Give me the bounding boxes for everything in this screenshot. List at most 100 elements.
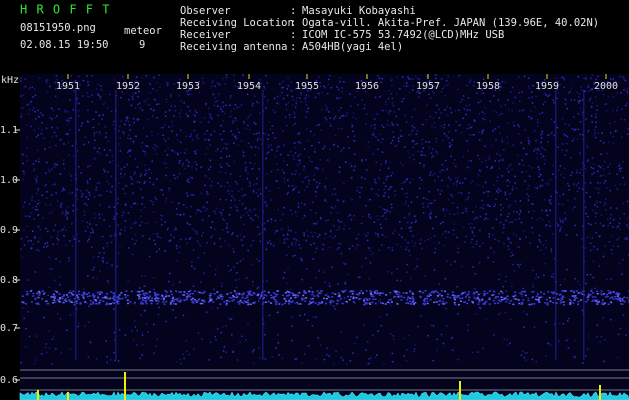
noise <box>29 108 31 111</box>
noise <box>140 314 142 316</box>
noise <box>377 233 379 236</box>
noise <box>546 224 548 226</box>
noise <box>33 129 35 131</box>
noise <box>310 89 312 91</box>
noise <box>185 113 187 115</box>
noise <box>256 101 258 103</box>
noise <box>301 202 303 204</box>
noise <box>292 124 294 127</box>
noise <box>186 192 188 194</box>
noise <box>599 201 601 203</box>
carrier-band <box>164 290 167 292</box>
noise <box>257 80 260 83</box>
noise <box>499 273 501 276</box>
noise <box>336 199 339 201</box>
noise <box>340 356 343 359</box>
noise <box>309 286 312 289</box>
noise <box>238 131 240 134</box>
noise <box>153 109 156 111</box>
carrier-band <box>563 290 566 293</box>
carrier-band <box>256 293 259 296</box>
noise <box>601 89 604 91</box>
noise <box>397 140 400 142</box>
noise <box>217 105 219 107</box>
noise <box>320 217 322 219</box>
noise <box>511 285 513 287</box>
noise <box>486 190 488 193</box>
noise <box>251 168 254 170</box>
noise <box>406 192 408 194</box>
noise <box>413 348 416 350</box>
noise <box>341 87 343 89</box>
noise <box>313 134 316 136</box>
noise <box>152 211 155 213</box>
noise <box>574 356 576 359</box>
carrier-band <box>270 294 273 296</box>
carrier-band <box>299 303 302 305</box>
noise <box>252 280 254 283</box>
noise <box>622 202 624 205</box>
carrier-band <box>43 292 46 294</box>
noise <box>556 126 559 129</box>
noise <box>447 137 450 139</box>
carrier-band <box>316 290 319 292</box>
noise <box>527 195 530 197</box>
noise <box>377 75 379 77</box>
carrier-band <box>62 294 65 296</box>
noise <box>435 137 438 140</box>
noise <box>294 254 296 257</box>
carrier-band <box>328 301 331 304</box>
noise <box>329 246 331 249</box>
carrier-band <box>174 298 177 301</box>
noise <box>127 151 129 154</box>
noise <box>568 124 570 127</box>
noise <box>65 211 67 214</box>
noise <box>86 221 88 224</box>
noise <box>333 305 335 307</box>
noise <box>392 232 394 235</box>
noise <box>245 168 247 170</box>
noise <box>272 109 274 111</box>
carrier-band <box>162 298 165 301</box>
carrier-band <box>108 303 111 305</box>
noise <box>528 97 530 99</box>
noise <box>218 93 220 95</box>
carrier-band <box>531 291 534 293</box>
noise <box>518 110 521 112</box>
carrier-band <box>519 292 522 294</box>
noise <box>67 110 69 112</box>
noise <box>33 169 35 172</box>
carrier-band <box>414 302 417 304</box>
noise <box>29 86 31 89</box>
noise <box>38 161 40 163</box>
noise <box>424 303 427 305</box>
noise <box>510 192 512 195</box>
noise <box>37 109 39 111</box>
noise <box>420 239 422 241</box>
noise <box>314 191 317 193</box>
noise <box>128 99 130 101</box>
carrier-band <box>127 302 129 305</box>
noise <box>507 245 509 247</box>
noise <box>525 153 527 155</box>
noise <box>66 218 68 220</box>
noise <box>606 110 608 112</box>
noise <box>429 209 432 212</box>
carrier-band <box>350 290 353 292</box>
noise <box>434 85 436 88</box>
noise <box>92 269 94 271</box>
carrier-band <box>483 303 486 305</box>
noise <box>213 210 216 212</box>
noise <box>439 170 442 173</box>
noise <box>536 157 539 159</box>
carrier-band <box>426 297 429 300</box>
carrier-band <box>314 302 317 304</box>
noise <box>124 203 127 205</box>
noise <box>257 137 260 139</box>
carrier-band <box>26 290 29 293</box>
noise <box>230 173 232 175</box>
noise <box>532 84 534 87</box>
noise <box>437 189 439 191</box>
noise <box>381 77 384 80</box>
noise <box>465 235 467 238</box>
